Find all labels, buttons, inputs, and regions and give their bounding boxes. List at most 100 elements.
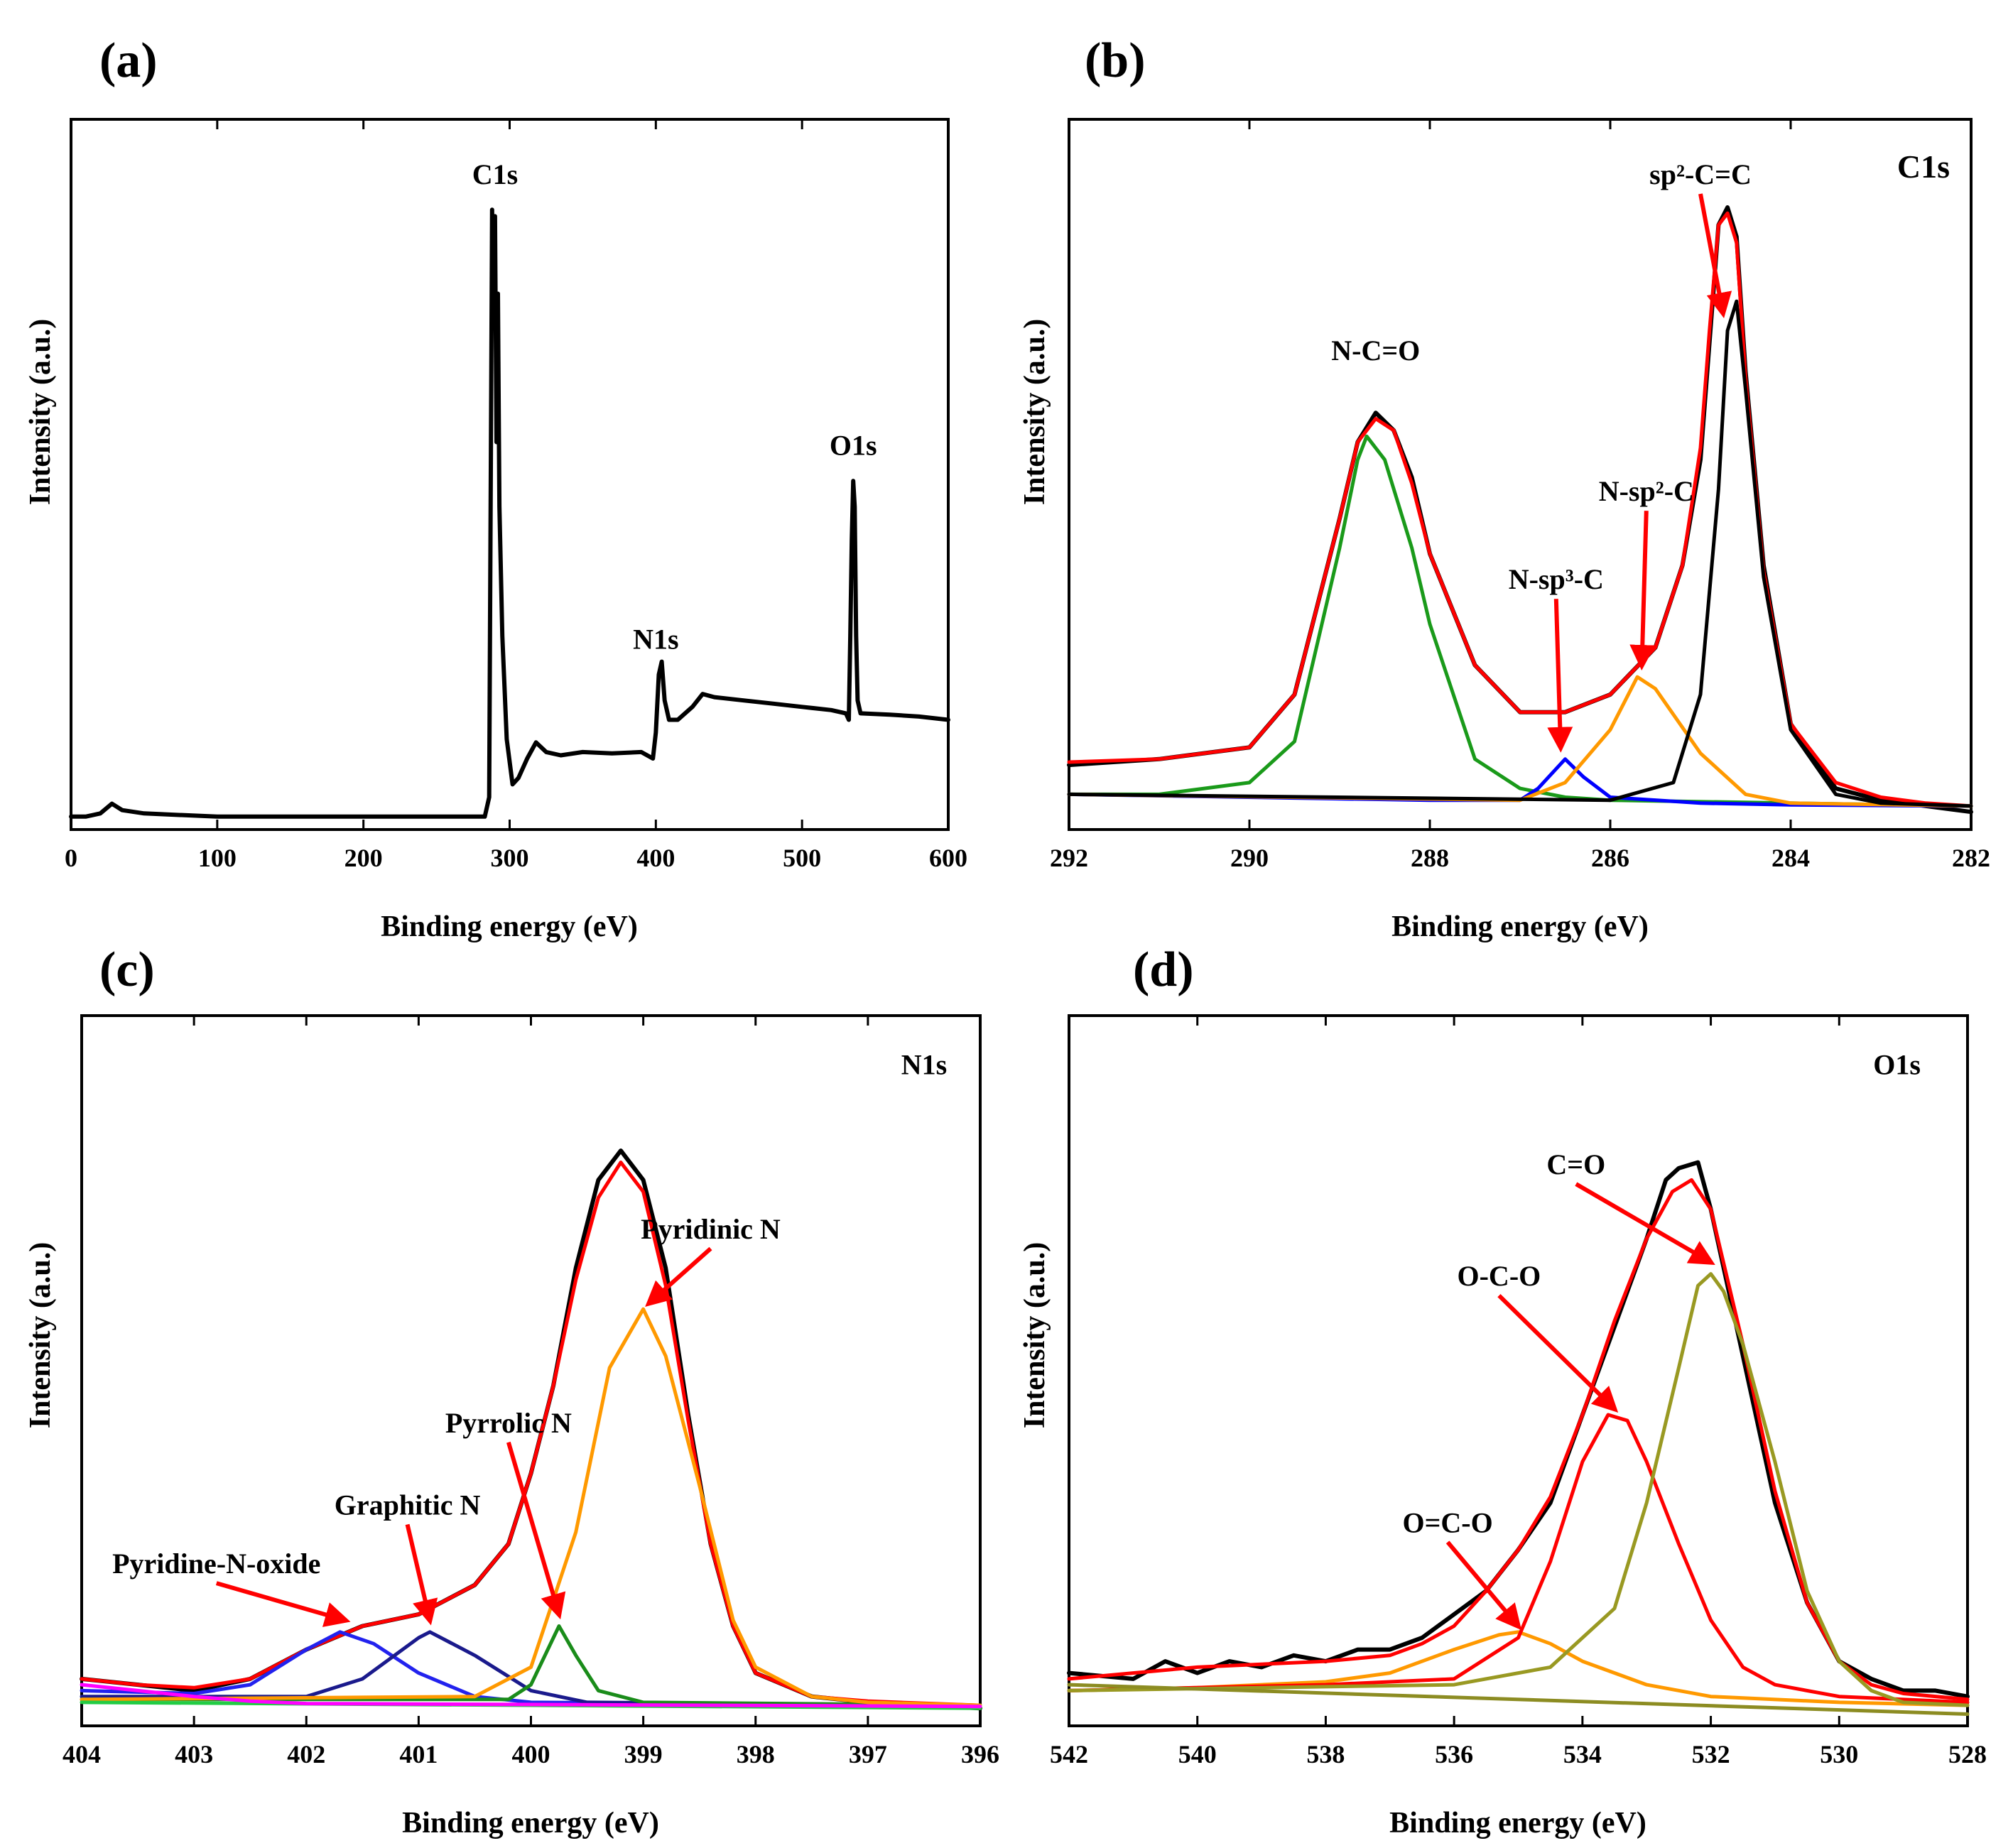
panel-d-label: (d) (1133, 942, 1194, 997)
series-d-4-line (1067, 1272, 1970, 1707)
x-tick-label-c-4: 400 (512, 1740, 550, 1768)
annotation-d-0: O=C-O (1402, 1506, 1492, 1538)
series-c-3-line (80, 1630, 982, 1707)
panel-a: (a) 0 100 200 300 400 500 600 C1s N1s O1s Bindin… (24, 33, 967, 943)
series-b-2-line (1067, 434, 1973, 808)
series-a-0-line (69, 207, 950, 819)
x-tick-label-d-4: 534 (1563, 1740, 1602, 1768)
panel-c-annotations: Pyridine-N-oxide Graphitic N Pyrrolic N Pyr… (112, 1049, 947, 1627)
annotation-c-4: N1s (901, 1049, 947, 1081)
annotation-arrow-d-1 (1497, 1294, 1619, 1413)
panel-b-xlabel: Binding energy (eV) (1391, 911, 1649, 943)
series-b-0-line (1067, 205, 1973, 815)
x-tick-label-b-4: 284 (1771, 844, 1810, 872)
panel-c-label: (c) (99, 942, 155, 997)
series-c-5-line (80, 1307, 982, 1707)
x-tick-label-a-3: 300 (491, 844, 529, 872)
annotation-c-1: Graphitic N (335, 1489, 481, 1521)
panel-a-xlabel: Binding energy (eV) (381, 911, 638, 943)
panel-d-ylabel: Intensity (a.u.) (1019, 1242, 1051, 1429)
panel-c-x-ticks: 404 403 402 401 400 399 398 397 396 (63, 1016, 999, 1768)
x-tick-label-d-2: 538 (1306, 1740, 1345, 1768)
annotation-d-2: C=O (1546, 1148, 1605, 1180)
panel-a-x-ticks: 0 100 200 300 400 500 600 (65, 119, 967, 872)
annotation-b-3: sp²-C=C (1649, 158, 1752, 190)
panel-a-frame (70, 118, 950, 831)
x-tick-label-c-7: 397 (849, 1740, 887, 1768)
x-tick-label-c-1: 403 (175, 1740, 213, 1768)
x-tick-label-a-0: 0 (65, 844, 77, 872)
annotation-arrow-c-3 (645, 1246, 712, 1308)
panel-a-label: (a) (99, 33, 158, 88)
x-tick-label-a-5: 500 (783, 844, 821, 872)
x-tick-label-d-5: 532 (1692, 1740, 1730, 1768)
panel-b: (b) 292 290 288 286 284 282 N-C=O N-sp³-C N-sp²… (1019, 33, 1990, 943)
panel-a-ylabel: Intensity (a.u.) (24, 319, 57, 506)
annotation-d-3: O1s (1873, 1049, 1921, 1081)
panel-d-x-ticks: 542 540 538 536 534 532 530 528 (1050, 1016, 1987, 1768)
series-d-0-line (1067, 1160, 1970, 1699)
x-tick-label-c-3: 401 (399, 1740, 438, 1768)
x-tick-label-d-6: 530 (1820, 1740, 1858, 1768)
x-tick-label-a-1: 100 (198, 844, 237, 872)
annotation-c-0: Pyridine-N-oxide (112, 1548, 320, 1580)
x-tick-label-c-6: 398 (737, 1740, 775, 1768)
panel-b-label: (b) (1085, 33, 1146, 88)
panel-b-spectrum-label: C1s (1897, 148, 1950, 185)
x-tick-label-a-4: 400 (636, 844, 675, 872)
x-tick-label-c-2: 402 (287, 1740, 325, 1768)
annotation-arrow-c-2 (506, 1441, 566, 1620)
annotation-arrow-c-0 (215, 1581, 351, 1627)
annotation-arrow-d-0 (1445, 1540, 1522, 1631)
series-d-2-line (1067, 1630, 1970, 1707)
panel-b-frame (1068, 118, 1973, 831)
panel-c-xlabel: Binding energy (eV) (402, 1807, 659, 1839)
annotation-c-2: Pyrrolic N (445, 1407, 572, 1439)
x-tick-label-a-6: 600 (929, 844, 967, 872)
x-tick-label-c-0: 404 (63, 1740, 101, 1768)
annotation-arrow-b-3 (1698, 193, 1732, 319)
panel-d-annotations: O=C-O O-C-O C=O O1s (1402, 1049, 1921, 1631)
annotation-arrow-c-1 (405, 1523, 438, 1626)
panel-c: (c) 404 403 402 401 400 399 398 397 396 Pyridine… (24, 942, 999, 1839)
panel-b-ylabel: Intensity (a.u.) (1019, 319, 1051, 506)
panel-d-series (1067, 1160, 1970, 1716)
annotation-a-1: N1s (633, 623, 678, 655)
panel-c-series (80, 1148, 982, 1711)
series-c-4-line (80, 1624, 982, 1707)
annotation-c-3: Pyridinic N (641, 1213, 781, 1245)
x-tick-label-d-3: 536 (1435, 1740, 1473, 1768)
series-d-5-line (1067, 1683, 1970, 1716)
x-tick-label-d-0: 542 (1050, 1740, 1088, 1768)
annotation-b-2: N-sp²-C (1599, 475, 1694, 507)
panel-d-frame (1068, 1014, 1969, 1727)
series-b-4-line (1067, 675, 1973, 808)
panel-b-x-ticks: 292 290 288 286 284 282 (1050, 119, 1990, 872)
x-tick-label-b-3: 286 (1591, 844, 1629, 872)
x-tick-label-b-2: 288 (1411, 844, 1449, 872)
panel-d: (d) 542 540 538 536 534 532 530 528 O=C-O O-C-O C… (1019, 942, 1987, 1839)
panel-d-xlabel: Binding energy (eV) (1389, 1807, 1646, 1839)
annotation-a-2: O1s (830, 430, 877, 462)
panel-a-series (69, 207, 950, 819)
series-d-3-line (1067, 1413, 1970, 1705)
panel-c-frame (80, 1014, 982, 1727)
x-tick-label-d-1: 540 (1178, 1740, 1217, 1768)
annotation-a-0: C1s (472, 158, 518, 190)
x-tick-label-b-0: 292 (1050, 844, 1088, 872)
series-b-1-line (1067, 211, 1973, 808)
x-tick-label-a-2: 200 (344, 844, 383, 872)
x-tick-label-b-1: 290 (1230, 844, 1269, 872)
x-tick-label-c-5: 399 (624, 1740, 663, 1768)
series-c-7-line (80, 1683, 982, 1709)
annotation-d-1: O-C-O (1458, 1260, 1541, 1292)
annotation-arrow-d-2 (1575, 1182, 1715, 1265)
x-tick-label-c-8: 396 (961, 1740, 999, 1768)
panel-a-annotations: C1s N1s O1s (472, 158, 877, 656)
panel-c-ylabel: Intensity (a.u.) (24, 1242, 57, 1429)
series-b-5-line (1067, 299, 1973, 808)
panel-b-annotations: N-C=O N-sp³-C N-sp²-C sp²-C=C (1331, 158, 1752, 753)
annotation-arrow-b-2 (1629, 511, 1656, 671)
annotation-arrow-b-1 (1547, 599, 1573, 753)
